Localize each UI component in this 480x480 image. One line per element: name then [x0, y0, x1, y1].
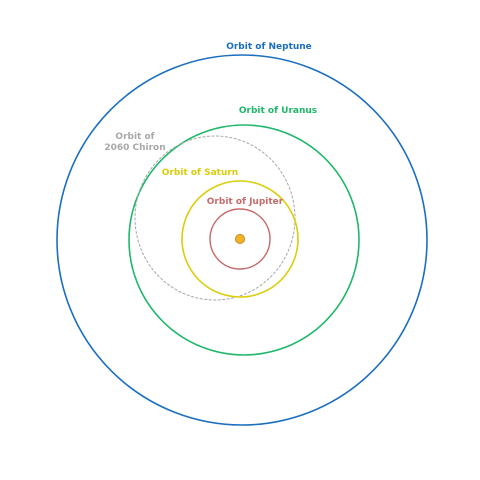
- saturn-orbit-label: Orbit of Saturn: [162, 168, 238, 178]
- jupiter-orbit-label: Orbit of Jupiter: [207, 197, 284, 207]
- chiron-orbit: [134, 135, 296, 301]
- chiron-orbit-label-line1: Orbit of: [115, 132, 154, 142]
- chiron-orbit-label-line2: 2060 Chiron: [104, 143, 165, 153]
- uranus-orbit-label: Orbit of Uranus: [239, 106, 317, 116]
- sun-icon: [235, 234, 245, 244]
- uranus-orbit: [128, 124, 360, 356]
- neptune-orbit: [56, 54, 428, 426]
- saturn-orbit: [181, 180, 299, 298]
- neptune-orbit-label: Orbit of Neptune: [226, 42, 312, 52]
- jupiter-orbit: [209, 208, 271, 270]
